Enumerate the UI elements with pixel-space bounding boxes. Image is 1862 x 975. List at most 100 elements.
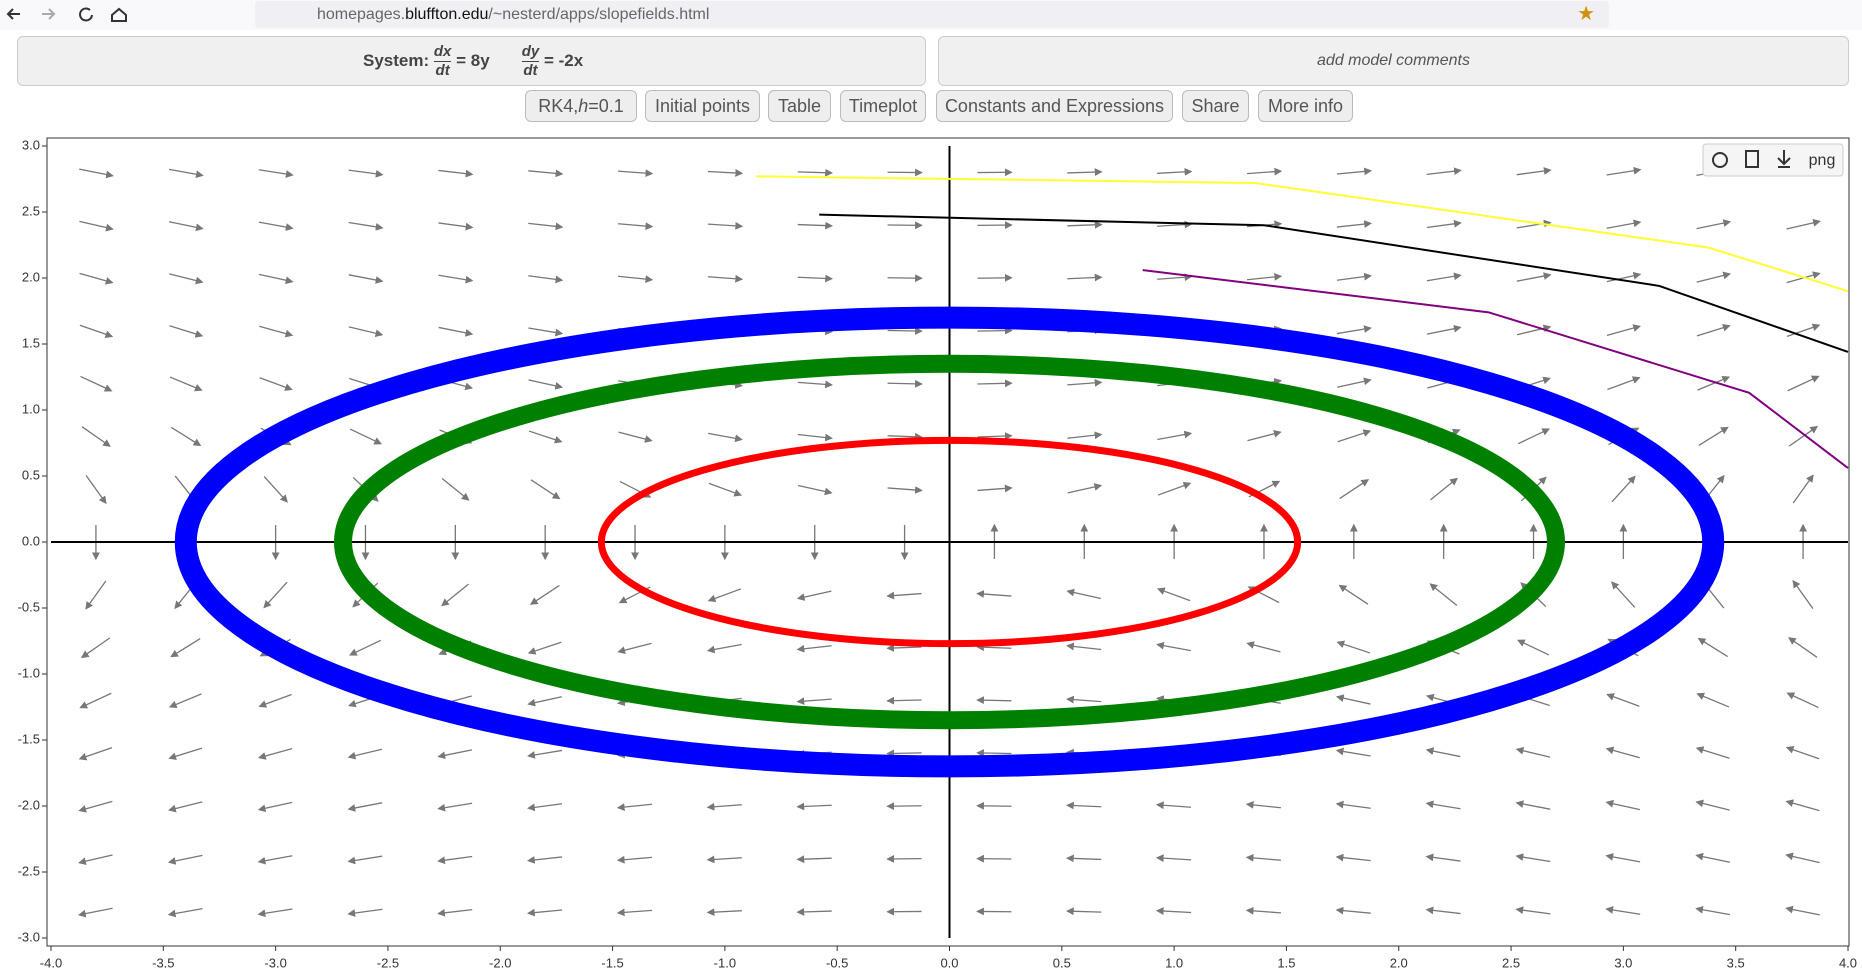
slope-arrow <box>167 907 203 918</box>
png-button[interactable]: png <box>1809 152 1836 169</box>
slope-arrow <box>1246 167 1283 176</box>
slope-arrow <box>257 801 293 813</box>
slope-arrow <box>1605 853 1641 863</box>
toolbar-button[interactable]: Constants and Expressions <box>936 90 1173 122</box>
y-tick-label: 1.0 <box>22 401 40 416</box>
slope-arrow <box>168 747 203 761</box>
slope-arrow <box>797 168 834 177</box>
slope-arrow <box>1336 167 1373 176</box>
slope-arrow <box>529 584 560 605</box>
url-bar[interactable]: homepages.bluffton.edu/~nesterd/apps/slo… <box>255 1 1609 28</box>
slope-arrow <box>79 220 114 232</box>
bookmark-star[interactable]: ★ <box>1577 3 1595 25</box>
slope-arrow <box>1336 272 1372 281</box>
slope-arrow <box>348 221 384 231</box>
slope-arrow <box>977 432 1013 440</box>
browser-toolbar: homepages.bluffton.edu/~nesterd/apps/slo… <box>0 0 1862 30</box>
slope-arrow <box>1516 324 1552 336</box>
slope-arrow <box>349 428 382 445</box>
url-domain: bluffton.edu <box>405 6 489 23</box>
slope-arrow <box>1067 378 1103 387</box>
method-h: h <box>578 95 589 116</box>
slope-arrow <box>441 583 469 607</box>
x-tick-label: 3.5 <box>1727 955 1745 970</box>
slope-arrow <box>886 644 922 652</box>
system-box[interactable]: System: dx dt = 8y dy dt = -2x <box>17 36 926 86</box>
url-path: /~nesterd/apps/slopefields.html <box>488 6 710 23</box>
slope-arrow <box>171 426 202 447</box>
slope-arrow <box>1515 853 1551 863</box>
slope-arrow <box>617 642 652 654</box>
slope-arrow <box>528 379 564 390</box>
slope-arrow <box>169 325 204 338</box>
slope-arrow <box>1515 906 1551 915</box>
slope-arrow <box>259 377 293 391</box>
slope-arrow <box>1516 167 1552 176</box>
slope-arrow <box>707 588 742 603</box>
x-tick-label: 2.0 <box>1390 955 1408 970</box>
slope-arrow <box>348 326 384 338</box>
slope-arrow <box>707 169 744 177</box>
dx-rhs: = 8y <box>456 51 490 70</box>
slope-arrow <box>528 327 564 337</box>
slope-arrow <box>263 581 288 609</box>
slope-arrow <box>1067 273 1103 282</box>
slope-arrow <box>1335 800 1371 809</box>
slope-arrow <box>796 590 832 601</box>
slope-arrow <box>79 324 114 338</box>
slope-arrow <box>1336 640 1371 654</box>
dx: dx <box>433 42 452 62</box>
slope-arrow <box>348 169 384 178</box>
slope-arrow <box>706 908 742 917</box>
slope-arrow <box>1425 800 1461 810</box>
dy: dy <box>521 42 540 62</box>
slope-arrow <box>441 478 470 501</box>
slope-arrow <box>1245 854 1281 862</box>
slope-arrow <box>616 855 653 864</box>
slope-arrow <box>1425 853 1461 862</box>
slope-arrow <box>977 379 1013 388</box>
method-button[interactable]: RK4, h =0.1 <box>525 90 637 122</box>
slope-arrow <box>1606 324 1642 336</box>
slope-arrow <box>797 380 833 389</box>
slope-arrow <box>258 273 294 285</box>
plot-tools[interactable]: png <box>1702 143 1844 177</box>
toolbar-button[interactable]: Table <box>768 90 831 122</box>
slope-arrow <box>1785 746 1820 760</box>
toolbar-button[interactable]: More info <box>1258 90 1353 122</box>
slope-arrow <box>1695 799 1730 811</box>
comments-box[interactable]: add model comments <box>938 36 1849 86</box>
x-tick-label: 4.0 <box>1839 955 1857 970</box>
slope-arrow <box>1515 746 1551 758</box>
slope-arrow <box>1156 587 1191 602</box>
slope-arrow <box>1247 430 1282 442</box>
toolbar-button[interactable]: Share <box>1182 90 1249 122</box>
slope-arrow <box>79 272 114 285</box>
slope-arrow <box>79 168 114 179</box>
slope-arrow <box>438 169 474 178</box>
toolbar-button[interactable]: Initial points <box>645 90 760 122</box>
slope-arrow <box>887 486 923 494</box>
nav-icons[interactable] <box>0 0 140 30</box>
slope-arrow <box>796 697 832 706</box>
slope-arrow <box>976 590 1012 598</box>
slope-arrow <box>1067 220 1103 229</box>
slope-arrow <box>438 326 474 337</box>
slope-arrow <box>167 854 203 865</box>
slope-arrow <box>1695 905 1731 916</box>
slope-arrow <box>1786 692 1819 709</box>
slope-arrow <box>797 433 833 442</box>
slope-arrow <box>1066 642 1102 651</box>
slope-arrow <box>1065 907 1102 916</box>
slope-arrow <box>1695 746 1730 759</box>
x-tick-label: 3.0 <box>1614 955 1632 970</box>
slope-arrow <box>263 476 288 503</box>
x-tick-label: 0.0 <box>940 955 958 970</box>
slope-arrow <box>1335 906 1371 915</box>
toolbar-button[interactable]: Timeplot <box>840 90 926 122</box>
slope-arrow <box>438 274 474 284</box>
slope-arrow <box>347 908 383 917</box>
slope-arrow <box>1605 799 1641 811</box>
slope-arrow <box>257 908 293 918</box>
slope-arrow <box>796 855 832 864</box>
